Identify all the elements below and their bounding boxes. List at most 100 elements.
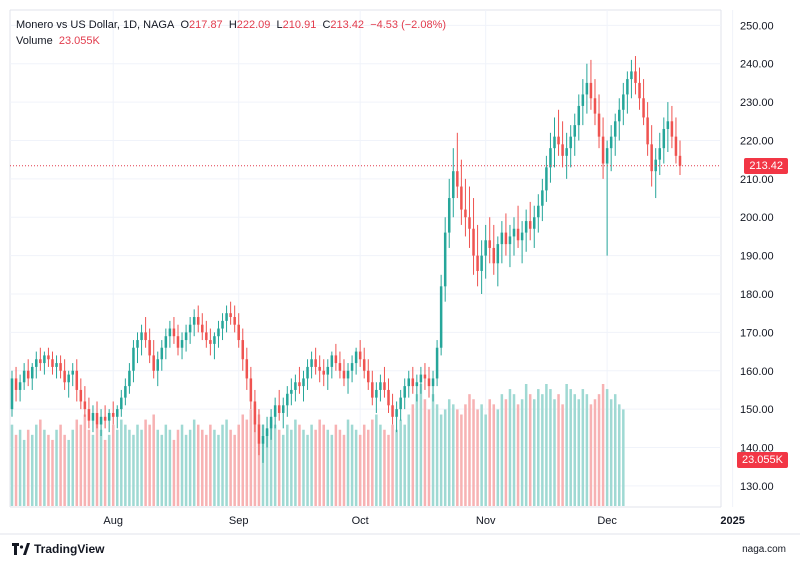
candle-body [75, 370, 79, 390]
candle-body [399, 397, 402, 410]
candle [419, 366, 423, 394]
candle-body [294, 382, 297, 390]
volume-bar [99, 429, 103, 506]
volume-bar [605, 389, 609, 506]
last-price-badge: 213.42 [744, 157, 788, 174]
volume-bar [63, 434, 66, 506]
y-tick-label: 160.00 [740, 366, 774, 378]
candle [188, 317, 192, 344]
volume-bar [281, 434, 285, 506]
candle [528, 201, 532, 241]
candle-body [674, 136, 678, 156]
candle [549, 132, 552, 183]
candle-body [500, 232, 504, 245]
candle-body [516, 228, 520, 241]
volume-bar [492, 404, 496, 506]
volume-bar [358, 434, 362, 506]
volume-bar [71, 429, 74, 506]
candle [237, 313, 240, 348]
candles [10, 56, 682, 463]
volume-bar [532, 399, 536, 506]
volume-bar [589, 404, 593, 506]
volume-bar [136, 424, 139, 506]
candle-body [419, 374, 423, 383]
volume-bar [269, 419, 273, 506]
candle [371, 370, 374, 406]
y-tick-label: 240.00 [740, 59, 774, 71]
candle-body [322, 370, 325, 375]
candle [63, 359, 66, 390]
candle-body [51, 359, 54, 367]
volume-bar [342, 434, 346, 506]
volume-bar [447, 399, 451, 506]
candle-body [435, 347, 439, 379]
symbol-title[interactable]: Monero vs US Dollar, 1D, NAGA [16, 19, 175, 31]
candle-body [196, 317, 200, 325]
candle-body [565, 148, 568, 156]
volume-bar [124, 424, 127, 506]
candle [346, 363, 350, 394]
candle-body [379, 382, 382, 390]
volume-bar [476, 409, 479, 506]
candle-body [367, 370, 370, 383]
volume-bar [435, 404, 439, 506]
candle-body [201, 324, 204, 333]
candle-body [618, 109, 621, 122]
candle [350, 355, 354, 383]
candle [116, 405, 119, 429]
candle-body [30, 366, 34, 379]
volume-bar [541, 394, 544, 506]
candle-body [334, 355, 338, 364]
candle [532, 205, 536, 248]
volume-bar [504, 399, 508, 506]
candle-body [286, 393, 289, 406]
volume-bar [597, 394, 601, 506]
candle-body [456, 171, 459, 187]
candle-body [666, 121, 670, 129]
candle-body [55, 363, 58, 367]
candle [674, 117, 678, 164]
candle [217, 320, 220, 348]
candle [233, 305, 236, 333]
volume-bar [618, 404, 621, 506]
candle-body [549, 148, 552, 168]
candle-body [217, 328, 220, 337]
volume-bar [561, 404, 564, 506]
candle [221, 313, 224, 341]
volume-bar [26, 429, 30, 506]
candle-body [79, 389, 83, 402]
volume-bar [192, 419, 196, 506]
volume-label[interactable]: Volume [16, 35, 53, 47]
candle [508, 224, 512, 268]
candle [460, 159, 463, 225]
volume-bar [148, 424, 151, 506]
candle-body [630, 71, 633, 80]
candle-body [472, 228, 475, 256]
candle-body [532, 217, 536, 229]
candle [26, 359, 30, 387]
candle-body [358, 351, 362, 360]
volume-bar [395, 429, 398, 506]
tradingview-logo[interactable]: TradingView [12, 542, 104, 556]
volume-bar [350, 424, 354, 506]
y-tick-label: 140.00 [740, 443, 774, 455]
volume-bar [569, 389, 572, 506]
candle-body [59, 363, 62, 371]
open-label: O [180, 19, 190, 31]
candle-body [43, 355, 46, 364]
candle-body [488, 240, 491, 248]
candle [209, 328, 212, 356]
close-value: 213.42 [330, 19, 365, 31]
candle [99, 409, 103, 436]
volume-bar [241, 414, 245, 506]
candle [472, 198, 475, 275]
candle [553, 117, 556, 168]
candle [192, 309, 196, 337]
candle [14, 366, 18, 402]
candle [30, 363, 34, 390]
candle-body [148, 340, 151, 356]
candle [443, 217, 447, 302]
candle-body [605, 148, 609, 164]
volume-bar [488, 399, 491, 506]
